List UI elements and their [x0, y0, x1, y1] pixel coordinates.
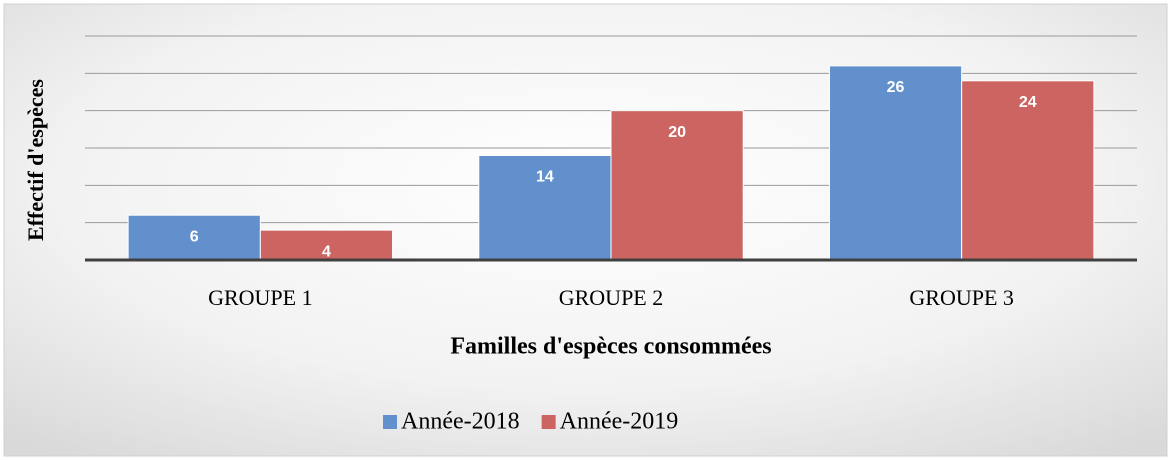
bar: [259, 229, 394, 261]
data-label: 20: [668, 124, 686, 141]
data-label: 26: [887, 79, 905, 96]
x-tick-label: GROUPE 3: [909, 285, 1014, 310]
bar: [961, 80, 1095, 261]
data-label: 24: [1019, 94, 1037, 111]
y-axis-title: Effectif d'espèces: [23, 79, 48, 241]
bar: [127, 214, 261, 261]
legend-label: Année-2018: [401, 409, 520, 435]
data-label: 4: [322, 243, 331, 260]
bar: [828, 65, 963, 261]
x-tick-label: GROUPE 1: [208, 285, 313, 310]
data-label: 6: [190, 228, 199, 245]
bar: [478, 154, 612, 261]
bar: [610, 110, 744, 261]
data-label: 14: [536, 169, 554, 186]
legend-swatch: [541, 415, 556, 429]
x-tick-label: GROUPE 2: [559, 285, 664, 310]
legend-label: Année-2019: [560, 409, 679, 435]
x-axis-title: Familles d'espèces consommées: [450, 334, 771, 360]
legend-swatch: [383, 415, 397, 429]
